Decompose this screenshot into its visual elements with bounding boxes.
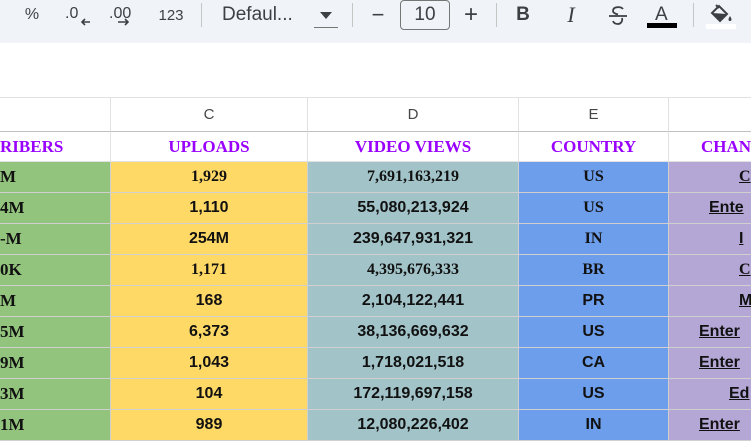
toolbar-divider: [693, 3, 694, 27]
country-cell[interactable]: IN: [519, 410, 669, 441]
channel-type-link[interactable]: Ed: [729, 385, 750, 402]
header-video-views[interactable]: VIDEO VIEWS: [308, 132, 519, 162]
column-header-f[interactable]: [669, 97, 751, 132]
decrease-decimal-icon: .0: [65, 5, 90, 26]
subscribers-cell[interactable]: 9M: [0, 348, 111, 379]
increase-decimal-button[interactable]: .00: [106, 0, 142, 30]
toolbar-divider: [201, 3, 202, 27]
country-cell[interactable]: IN: [519, 224, 669, 255]
video-views-cell[interactable]: 2,104,122,441: [308, 286, 519, 317]
italic-button[interactable]: I: [567, 2, 575, 27]
subscribers-cell[interactable]: 0K: [0, 255, 111, 286]
channel-type-cell[interactable]: I: [669, 224, 751, 255]
svg-text:.0: .0: [65, 5, 78, 22]
paint-bucket-icon: [706, 4, 736, 29]
channel-type-link[interactable]: C: [739, 261, 751, 278]
subscribers-cell[interactable]: M: [0, 286, 111, 317]
font-family-select[interactable]: Defaul...: [222, 4, 293, 25]
subscribers-cell[interactable]: 1M: [0, 410, 111, 441]
svg-text:A: A: [655, 4, 668, 25]
svg-text:.00: .00: [109, 5, 131, 22]
decrease-font-size-button[interactable]: −: [371, 2, 385, 27]
subscribers-cell[interactable]: 4M: [0, 193, 111, 224]
channel-type-cell[interactable]: Enter: [669, 317, 751, 348]
uploads-cell[interactable]: 254M: [111, 224, 308, 255]
column-header-e[interactable]: E: [519, 97, 669, 132]
country-cell[interactable]: US: [519, 162, 669, 193]
strikethrough-icon: [609, 6, 627, 25]
channel-type-cell[interactable]: C: [669, 255, 751, 286]
uploads-cell[interactable]: 104: [111, 379, 308, 410]
channel-type-link[interactable]: Enter: [699, 416, 740, 433]
font-dropdown-underline: [314, 27, 338, 28]
font-size-input[interactable]: 10: [400, 0, 450, 30]
channel-type-cell[interactable]: Enter: [669, 410, 751, 441]
more-formats-button[interactable]: 123: [158, 6, 184, 24]
text-color-icon: A: [647, 4, 677, 28]
uploads-cell[interactable]: 6,373: [111, 317, 308, 348]
video-views-cell[interactable]: 1,718,021,518: [308, 348, 519, 379]
uploads-cell[interactable]: 1,043: [111, 348, 308, 379]
increase-decimal-icon: .00: [109, 5, 131, 26]
toolbar-divider: [496, 3, 497, 27]
channel-type-link[interactable]: I: [739, 230, 744, 247]
subscribers-cell[interactable]: M: [0, 162, 111, 193]
subscribers-cell[interactable]: 3M: [0, 379, 111, 410]
channel-type-link[interactable]: Enter: [699, 323, 740, 340]
subscribers-cell[interactable]: 5M: [0, 317, 111, 348]
channel-type-link[interactable]: M: [739, 292, 751, 309]
column-header-b[interactable]: [0, 97, 111, 132]
subscribers-cell[interactable]: -M: [0, 224, 111, 255]
video-views-cell[interactable]: 38,136,669,632: [308, 317, 519, 348]
channel-type-link[interactable]: C: [739, 168, 751, 185]
header-channel-type[interactable]: CHAN: [669, 132, 751, 162]
increase-font-size-button[interactable]: +: [463, 1, 478, 28]
channel-type-link[interactable]: Ente: [709, 199, 744, 216]
country-cell[interactable]: US: [519, 193, 669, 224]
channel-type-cell[interactable]: Ed: [669, 379, 751, 410]
header-country[interactable]: COUNTRY: [519, 132, 669, 162]
country-cell[interactable]: BR: [519, 255, 669, 286]
text-color-button[interactable]: A: [646, 0, 678, 30]
channel-type-link[interactable]: Enter: [699, 354, 740, 371]
channel-type-cell[interactable]: M: [669, 286, 751, 317]
country-cell[interactable]: US: [519, 317, 669, 348]
font-dropdown-arrow[interactable]: [314, 0, 338, 30]
video-views-cell[interactable]: 55,080,213,924: [308, 193, 519, 224]
channel-type-cell[interactable]: Enter: [669, 348, 751, 379]
column-header-d[interactable]: D: [308, 97, 519, 132]
country-cell[interactable]: PR: [519, 286, 669, 317]
spreadsheet-grid: C D E RIBERS UPLOADS VIDEO VIEWS COUNTRY…: [0, 97, 751, 446]
video-views-cell[interactable]: 12,080,226,402: [308, 410, 519, 441]
toolbar: % .0 .00 123 Defaul... − 10 + B I A: [0, 0, 751, 43]
chevron-down-icon: [320, 12, 332, 19]
country-cell[interactable]: US: [519, 379, 669, 410]
uploads-cell[interactable]: 1,171: [111, 255, 308, 286]
uploads-cell[interactable]: 1,110: [111, 193, 308, 224]
video-views-cell[interactable]: 4,395,676,333: [308, 255, 519, 286]
channel-type-cell[interactable]: Ente: [669, 193, 751, 224]
fill-color-button[interactable]: [704, 0, 738, 30]
column-header-c[interactable]: C: [111, 97, 308, 132]
video-views-cell[interactable]: 172,119,697,158: [308, 379, 519, 410]
bold-button[interactable]: B: [516, 4, 530, 25]
video-views-cell[interactable]: 239,647,931,321: [308, 224, 519, 255]
uploads-cell[interactable]: 168: [111, 286, 308, 317]
decrease-decimal-button[interactable]: .0: [60, 0, 92, 30]
header-subscribers[interactable]: RIBERS: [0, 132, 111, 162]
uploads-cell[interactable]: 1,929: [111, 162, 308, 193]
toolbar-divider: [352, 3, 353, 27]
uploads-cell[interactable]: 989: [111, 410, 308, 441]
header-uploads[interactable]: UPLOADS: [111, 132, 308, 162]
country-cell[interactable]: CA: [519, 348, 669, 379]
channel-type-cell[interactable]: C: [669, 162, 751, 193]
format-percent-button[interactable]: %: [24, 6, 40, 23]
strikethrough-button[interactable]: [603, 0, 633, 30]
video-views-cell[interactable]: 7,691,163,219: [308, 162, 519, 193]
